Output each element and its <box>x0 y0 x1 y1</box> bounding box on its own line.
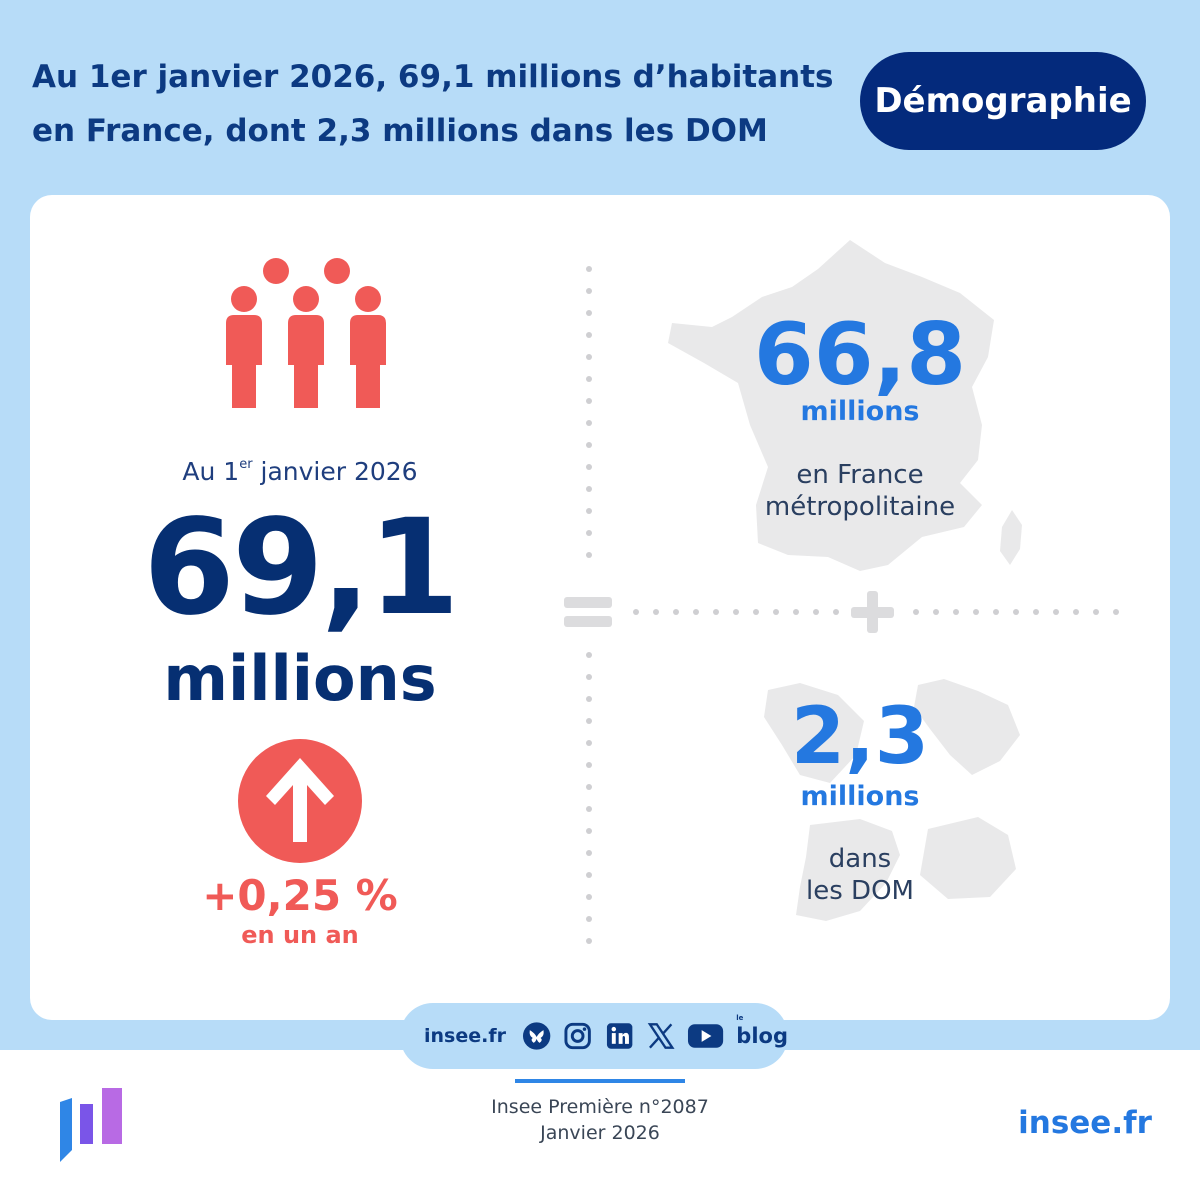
publication-reference: Insee Première n°2087 Janvier 2026 <box>400 1094 800 1146</box>
reunion-map-icon-2 <box>920 817 1016 899</box>
map-silhouettes <box>668 240 1022 921</box>
vertical-separator <box>586 266 592 944</box>
blog-small-label: le <box>736 1014 744 1022</box>
bluesky-icon[interactable] <box>522 1021 551 1051</box>
date-suffix: janvier 2026 <box>252 457 418 486</box>
people-icon <box>226 258 386 408</box>
date-superscript: er <box>239 457 253 472</box>
social-bar: insee.fr le blog <box>400 1003 788 1069</box>
headline-line-2: en France, dont 2,3 millions dans les DO… <box>32 113 768 149</box>
instagram-icon[interactable] <box>563 1021 592 1051</box>
headline: Au 1er janvier 2026, 69,1 millions d’hab… <box>32 50 872 158</box>
guadeloupe-map-icon <box>764 683 864 783</box>
equals-icon <box>564 597 612 608</box>
reference-date: Au 1er janvier 2026 <box>90 457 510 486</box>
linkedin-icon[interactable] <box>605 1021 634 1051</box>
social-site-link[interactable]: insee.fr <box>424 1025 506 1047</box>
blog-icon[interactable]: le blog <box>736 1014 788 1048</box>
dom-label-line-1: dans <box>828 844 892 874</box>
dom-label: dans les DOM <box>730 843 990 907</box>
reunion-map-icon <box>796 819 900 921</box>
blog-label: blog <box>736 1024 788 1048</box>
metro-label-line-2: métropolitaine <box>764 492 956 522</box>
equals-plus-separator <box>564 591 1119 633</box>
growth-label: en un an <box>241 921 359 949</box>
category-badge: Démographie <box>860 52 1146 150</box>
dom-population-unit: millions <box>800 781 920 812</box>
infographic-card: Au 1er janvier 2026 69,1 millions +0,25 … <box>30 195 1170 1020</box>
publication-title: Insee Première n°2087 <box>491 1096 709 1118</box>
footer-divider <box>515 1079 685 1083</box>
date-prefix: Au 1 <box>182 457 240 486</box>
total-population-value: 69,1 <box>143 491 460 645</box>
total-population-unit: millions <box>163 642 437 715</box>
dom-label-line-2: les DOM <box>806 876 914 906</box>
youtube-icon[interactable] <box>687 1021 724 1051</box>
corsica-icon <box>1000 510 1022 565</box>
france-map-icon <box>668 240 994 571</box>
metro-population-value: 66,8 <box>753 305 967 405</box>
martinique-map-icon <box>914 679 1020 775</box>
metro-label-line-1: en France <box>796 460 924 490</box>
metro-population-unit: millions <box>800 396 920 427</box>
insee-logo-icon <box>60 1088 122 1162</box>
metro-label: en France métropolitaine <box>710 459 1010 523</box>
x-icon[interactable] <box>646 1021 675 1051</box>
arrow-up-icon <box>238 739 362 863</box>
dom-population-value: 2,3 <box>790 692 930 782</box>
footer-site-link[interactable]: insee.fr <box>1018 1105 1152 1141</box>
growth-value: +0,25 % <box>202 871 398 920</box>
headline-line-1: Au 1er janvier 2026, 69,1 millions d’hab… <box>32 59 834 95</box>
publication-date: Janvier 2026 <box>540 1122 660 1144</box>
